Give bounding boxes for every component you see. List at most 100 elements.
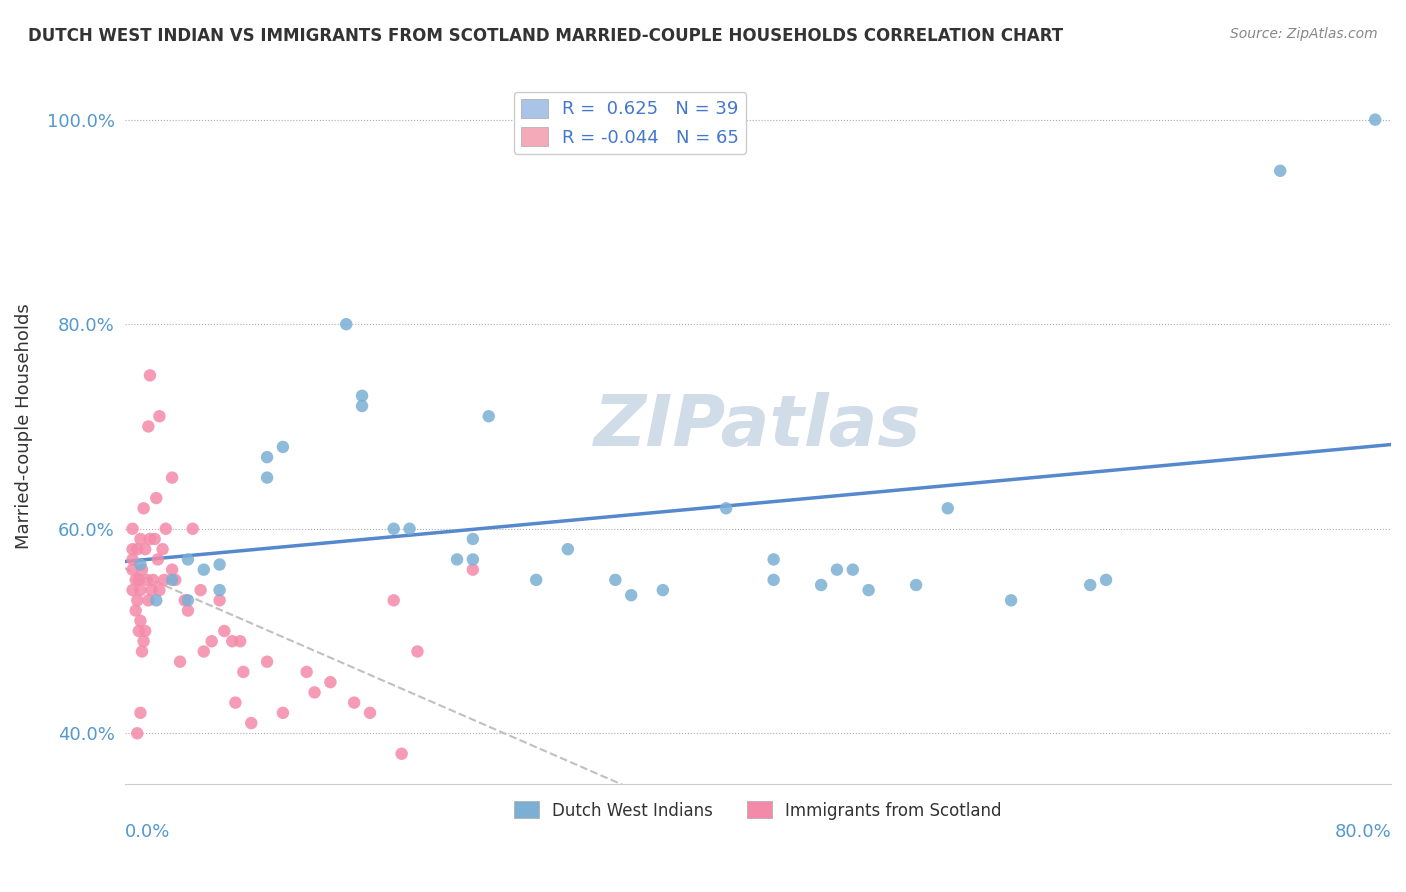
Point	[304, 685, 326, 699]
Point	[1000, 593, 1022, 607]
Point	[155, 522, 177, 536]
Text: 80.0%: 80.0%	[1334, 823, 1391, 841]
Point	[129, 614, 152, 628]
Point	[256, 655, 278, 669]
Point	[382, 593, 405, 607]
Point	[810, 578, 832, 592]
Point	[121, 522, 143, 536]
Point	[391, 747, 413, 761]
Point	[160, 563, 183, 577]
Text: Source: ZipAtlas.com: Source: ZipAtlas.com	[1230, 27, 1378, 41]
Point	[152, 542, 174, 557]
Point	[224, 696, 246, 710]
Point	[201, 634, 224, 648]
Point	[335, 317, 357, 331]
Point	[762, 573, 785, 587]
Point	[461, 552, 484, 566]
Point	[165, 573, 187, 587]
Point	[177, 603, 200, 617]
Point	[232, 665, 254, 679]
Point	[406, 644, 429, 658]
Point	[343, 696, 366, 710]
Point	[128, 624, 150, 638]
Point	[478, 409, 501, 424]
Text: ZIPatlas: ZIPatlas	[595, 392, 921, 461]
Point	[134, 542, 156, 557]
Point	[148, 409, 170, 424]
Point	[214, 624, 236, 638]
Point	[177, 593, 200, 607]
Point	[138, 419, 160, 434]
Point	[936, 501, 959, 516]
Point	[295, 665, 318, 679]
Point	[160, 470, 183, 484]
Point	[714, 501, 737, 516]
Point	[858, 583, 880, 598]
Point	[221, 634, 243, 648]
Point	[131, 644, 153, 658]
Point	[446, 552, 468, 566]
Point	[1078, 578, 1101, 592]
Point	[121, 563, 143, 577]
Point	[129, 532, 152, 546]
Point	[131, 563, 153, 577]
Point	[256, 450, 278, 465]
Point	[139, 532, 162, 546]
Point	[139, 368, 162, 383]
Point	[208, 593, 231, 607]
Point	[359, 706, 381, 720]
Point	[762, 552, 785, 566]
Point	[145, 491, 167, 505]
Point	[382, 522, 405, 536]
Text: 0.0%: 0.0%	[125, 823, 170, 841]
Point	[557, 542, 579, 557]
Point	[153, 573, 176, 587]
Point	[129, 583, 152, 598]
Point	[169, 655, 191, 669]
Point	[128, 573, 150, 587]
Point	[461, 563, 484, 577]
Point	[125, 573, 148, 587]
Point	[121, 583, 143, 598]
Point	[319, 675, 342, 690]
Point	[1270, 163, 1292, 178]
Point	[352, 399, 374, 413]
Point	[129, 558, 152, 572]
Point	[190, 583, 212, 598]
Point	[193, 644, 215, 658]
Point	[352, 389, 374, 403]
Point	[121, 542, 143, 557]
Point	[651, 583, 673, 598]
Point	[240, 716, 263, 731]
Point	[177, 552, 200, 566]
Point	[173, 593, 195, 607]
Point	[271, 706, 294, 720]
Point	[1095, 573, 1118, 587]
Point	[143, 532, 166, 546]
Point	[148, 583, 170, 598]
Legend: Dutch West Indians, Immigrants from Scotland: Dutch West Indians, Immigrants from Scot…	[508, 795, 1008, 826]
Point	[145, 593, 167, 607]
Point	[842, 563, 865, 577]
Point	[135, 573, 157, 587]
Point	[125, 603, 148, 617]
Point	[160, 573, 183, 587]
Point	[256, 470, 278, 484]
Text: DUTCH WEST INDIAN VS IMMIGRANTS FROM SCOTLAND MARRIED-COUPLE HOUSEHOLDS CORRELAT: DUTCH WEST INDIAN VS IMMIGRANTS FROM SCO…	[28, 27, 1063, 45]
Point	[132, 634, 155, 648]
Point	[134, 624, 156, 638]
Point	[271, 440, 294, 454]
Point	[146, 552, 169, 566]
Point	[129, 706, 152, 720]
Y-axis label: Married-couple Households: Married-couple Households	[15, 303, 32, 549]
Point	[1364, 112, 1386, 127]
Point	[605, 573, 627, 587]
Point	[229, 634, 252, 648]
Point	[127, 593, 149, 607]
Point	[127, 726, 149, 740]
Point	[208, 558, 231, 572]
Point	[208, 583, 231, 598]
Point	[132, 501, 155, 516]
Point	[461, 532, 484, 546]
Point	[825, 563, 848, 577]
